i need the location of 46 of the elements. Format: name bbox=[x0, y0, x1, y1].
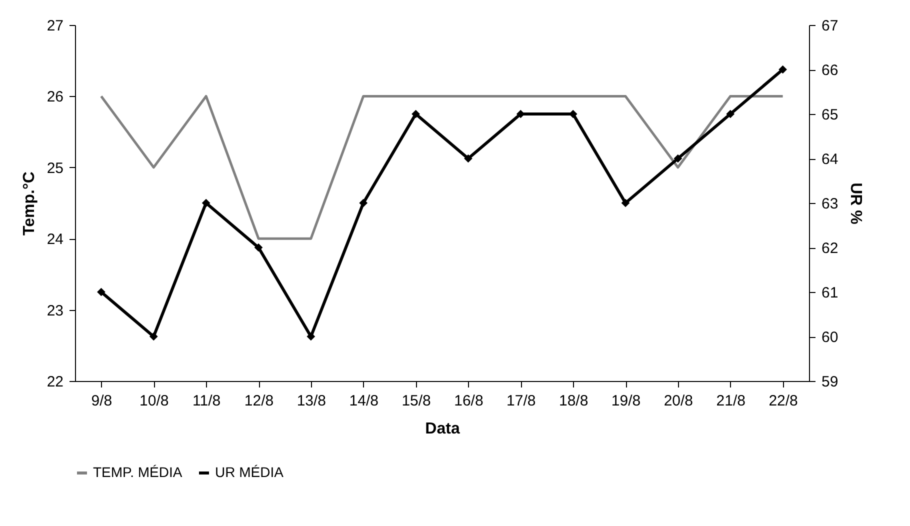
y-tick-label: 25 bbox=[46, 160, 64, 177]
point bbox=[359, 198, 368, 208]
x-axis-title: Data bbox=[425, 420, 460, 438]
y2-tick-label: 60 bbox=[822, 329, 838, 346]
point bbox=[254, 243, 263, 252]
x-tick-label: 11/8 bbox=[192, 392, 221, 410]
y2-tick-label: 66 bbox=[822, 62, 838, 79]
x-tick-label: 15/8 bbox=[402, 392, 431, 410]
y2-tick-label: 65 bbox=[822, 106, 838, 124]
point bbox=[464, 154, 472, 163]
x-tick-label: 21/8 bbox=[716, 392, 746, 410]
x-tick-label: 13/8 bbox=[296, 392, 326, 410]
y2-tick-label: 59 bbox=[822, 374, 838, 390]
y-tick-label: 24 bbox=[46, 231, 64, 248]
x-tick-label: 10/8 bbox=[140, 392, 169, 410]
x-tick-label: 18/8 bbox=[558, 392, 588, 410]
x-tick-label: 9/8 bbox=[91, 392, 112, 410]
point bbox=[674, 154, 682, 163]
y2-tick-label: 63 bbox=[822, 196, 838, 212]
legend-label: TEMP. MÉDIA bbox=[93, 464, 183, 480]
x-tick-label: 19/8 bbox=[611, 392, 641, 410]
point bbox=[306, 332, 316, 341]
y2-tick-label: 61 bbox=[822, 284, 838, 302]
y2-tick-label: 64 bbox=[822, 151, 838, 168]
x-tick-label: 20/8 bbox=[664, 392, 694, 410]
y-tick-label: 26 bbox=[46, 88, 64, 106]
y-axis-title: Temp.°C bbox=[20, 171, 38, 236]
point bbox=[97, 288, 106, 296]
y-tick-label: 22 bbox=[46, 374, 64, 390]
x-tick-label: 22/8 bbox=[768, 392, 798, 410]
point bbox=[726, 110, 735, 118]
x-tick-label: 14/8 bbox=[349, 392, 378, 410]
x-tick-label: 17/8 bbox=[506, 392, 536, 410]
y-tick-label: 27 bbox=[46, 18, 64, 34]
x-tick-label: 16/8 bbox=[454, 392, 484, 410]
x-tick-label: 12/8 bbox=[244, 392, 274, 410]
point bbox=[149, 332, 158, 341]
point bbox=[412, 110, 420, 118]
point bbox=[621, 198, 630, 208]
y2-tick-label: 67 bbox=[822, 18, 838, 34]
point bbox=[202, 198, 210, 208]
y2-axis-title: UR % bbox=[847, 182, 864, 224]
y-tick-label: 23 bbox=[46, 302, 64, 320]
y2-tick-label: 62 bbox=[822, 240, 838, 257]
legend-label: UR MÉDIA bbox=[215, 464, 284, 480]
point bbox=[778, 65, 787, 74]
